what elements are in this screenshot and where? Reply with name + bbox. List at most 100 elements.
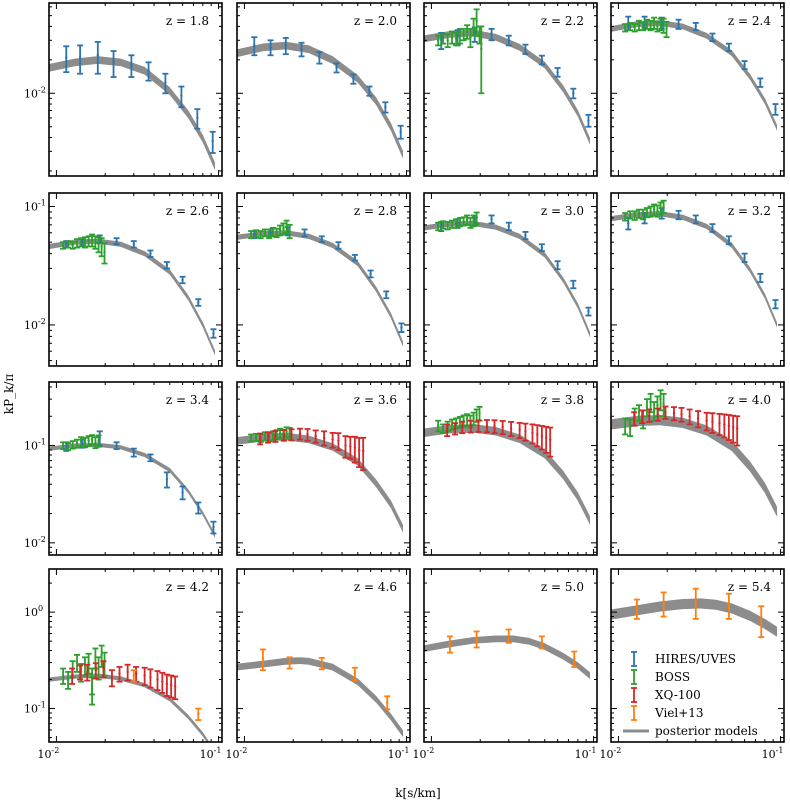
posterior-model-band (49, 238, 215, 356)
data-point (382, 101, 389, 114)
posterior-model-band (424, 635, 590, 679)
data-point (273, 227, 280, 239)
data-marker (90, 238, 94, 242)
data-marker (149, 676, 152, 679)
data-marker (507, 39, 510, 42)
data-marker (197, 712, 200, 716)
data-marker (659, 397, 662, 401)
data-point (210, 328, 217, 339)
data-marker (78, 670, 82, 674)
legend-entry: HIRES/UVES (631, 651, 736, 667)
data-marker (450, 222, 454, 226)
data-marker (446, 224, 449, 227)
data-marker (61, 444, 65, 447)
data-marker (475, 19, 478, 22)
data-marker (727, 45, 731, 49)
data-marker (181, 491, 184, 494)
data-marker (711, 226, 714, 230)
data-marker (149, 456, 152, 459)
data-marker (112, 61, 115, 64)
data-marker (253, 233, 256, 236)
panel-16: 10-2 10-1 z = 5.4 (600, 568, 785, 761)
data-marker (458, 220, 462, 224)
data-marker (75, 661, 79, 664)
data-point (467, 217, 474, 229)
data-marker (318, 56, 321, 59)
data-marker (465, 30, 469, 33)
data-marker (760, 617, 763, 621)
data-point (488, 214, 495, 225)
posterior-model-band (237, 230, 403, 347)
posterior-model-band (237, 432, 403, 533)
data-point (440, 33, 447, 45)
data-marker (637, 24, 641, 27)
data-marker (628, 425, 632, 429)
data-marker (635, 606, 639, 610)
data-point (283, 426, 290, 439)
data-marker (79, 440, 83, 443)
data-marker (648, 414, 651, 417)
panel-frame (48, 2, 223, 177)
data-marker (83, 240, 87, 244)
panel-frame (423, 2, 598, 177)
data-point (321, 430, 328, 447)
data-point (438, 31, 445, 50)
panel-frame (610, 192, 785, 367)
data-point (716, 412, 723, 437)
data-point (360, 436, 367, 471)
data-point (625, 217, 632, 231)
data-point (178, 85, 185, 109)
x-tick-exponent: -2 (52, 746, 60, 755)
data-marker (87, 239, 90, 243)
data-point (92, 436, 99, 450)
data-point (453, 218, 460, 229)
x-tick-exponent: -1 (214, 746, 222, 755)
panel-frame (423, 568, 598, 743)
series-hires-uves (63, 234, 217, 339)
data-point (288, 428, 295, 442)
data-marker (705, 419, 708, 422)
data-marker (540, 434, 544, 438)
data-marker (472, 219, 475, 222)
data-marker (103, 251, 106, 254)
data-marker (271, 230, 275, 234)
data-point (209, 130, 216, 154)
legend-entry: posterior models (623, 724, 758, 738)
data-point (113, 441, 120, 450)
data-marker (637, 411, 641, 414)
data-point (147, 668, 154, 689)
data-marker (173, 685, 177, 688)
data-marker (469, 221, 472, 224)
data-marker (662, 601, 665, 604)
legend-label: Viel+13 (654, 706, 704, 720)
data-point (570, 279, 577, 290)
panel-11: z = 3.8 (423, 381, 598, 556)
data-marker (623, 215, 627, 218)
data-point (147, 453, 154, 463)
data-point (622, 212, 629, 222)
data-marker (259, 233, 262, 236)
data-point (709, 223, 716, 233)
data-marker (298, 432, 302, 436)
legend: HIRES/UVES BOSS XQ-100 Viel+13 posterior mod… (621, 645, 777, 738)
data-point (60, 241, 67, 250)
data-point (304, 428, 311, 442)
y-tick-label: 100 (24, 604, 43, 619)
legend-label: XQ-100 (655, 688, 701, 702)
data-point (265, 431, 272, 444)
data-point (179, 485, 186, 501)
data-marker (623, 424, 627, 427)
data-point (179, 275, 186, 285)
data-point (449, 219, 456, 229)
data-point (444, 423, 451, 438)
data-point (351, 435, 358, 464)
data-point (449, 418, 456, 431)
data-point (195, 707, 202, 721)
data-point (100, 660, 107, 679)
data-point (686, 408, 693, 426)
data-marker (573, 657, 576, 660)
data-marker (649, 210, 652, 213)
data-marker (662, 205, 665, 208)
data-point (446, 635, 453, 654)
data-marker (335, 66, 338, 69)
